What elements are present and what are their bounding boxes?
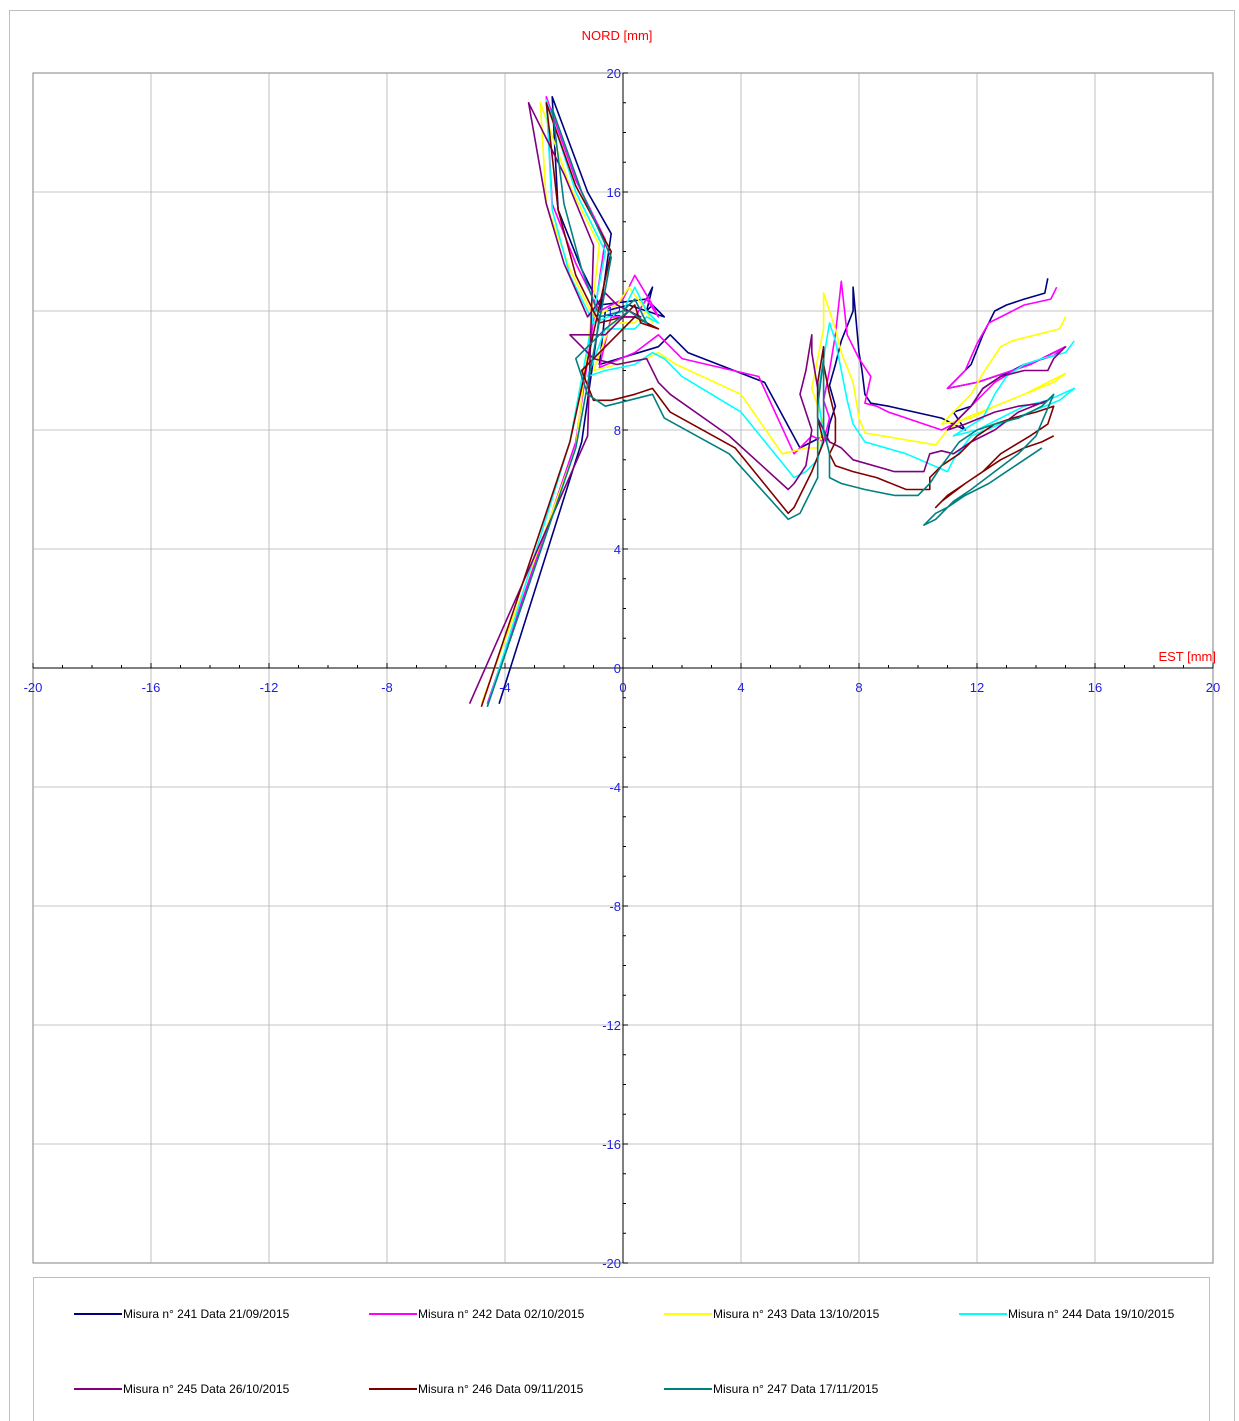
y-tick-label: 8 [614, 423, 621, 438]
y-tick-label: 0 [614, 661, 621, 676]
x-tick-label: -20 [24, 680, 43, 695]
legend-swatch [959, 1313, 1007, 1315]
x-tick-label: -8 [381, 680, 393, 695]
legend-swatch [369, 1313, 417, 1315]
legend-swatch [664, 1388, 712, 1390]
legend-swatch [74, 1388, 122, 1390]
y-tick-label: -8 [609, 899, 621, 914]
legend-label: Misura n° 247 Data 17/11/2015 [713, 1382, 879, 1396]
x-tick-label: 12 [970, 680, 984, 695]
x-tick-label: 0 [619, 680, 626, 695]
series-line-2 [486, 96, 1067, 704]
legend-item: Misura n° 247 Data 17/11/2015 [664, 1380, 878, 1398]
x-tick-label: -4 [499, 680, 511, 695]
y-tick-label: -16 [602, 1137, 621, 1152]
legend-swatch [369, 1388, 417, 1390]
y-tick-label: 4 [614, 542, 621, 557]
y-tick-label: 20 [607, 66, 621, 81]
y-tick-label: -12 [602, 1018, 621, 1033]
x-tick-label: 8 [855, 680, 862, 695]
axes [32, 72, 1214, 1264]
y-tick-label: 12 [607, 304, 621, 319]
series-line-7 [486, 107, 1055, 707]
legend-label: Misura n° 242 Data 02/10/2015 [418, 1307, 585, 1321]
legend-label: Misura n° 245 Data 26/10/2015 [123, 1382, 290, 1396]
legend-item: Misura n° 243 Data 13/10/2015 [664, 1305, 879, 1323]
legend-label: Misura n° 243 Data 13/10/2015 [713, 1307, 880, 1321]
series-line-5 [468, 102, 1067, 705]
tick-labels: -20 -16 -12 -8 -4 0 4 8 12 16 20 -20 -16 -12 -8 -4 0 4 8 12… [24, 66, 1221, 1271]
legend-item: Misura n° 245 Data 26/10/2015 [74, 1380, 289, 1398]
x-tick-label: -16 [142, 680, 161, 695]
legend: Misura n° 241 Data 21/09/2015 Misura n° 2… [33, 1277, 1210, 1421]
y-tick-label: 16 [607, 185, 621, 200]
chart-frame [9, 10, 1235, 1421]
legend-label: Misura n° 246 Data 09/11/2015 [418, 1382, 584, 1396]
legend-item: Misura n° 244 Data 19/10/2015 [959, 1305, 1174, 1323]
x-tick-label: 4 [737, 680, 744, 695]
x-axis-title: EST [mm] [1158, 649, 1216, 664]
y-tick-label: -4 [609, 780, 621, 795]
x-tick-label: 16 [1088, 680, 1102, 695]
x-tick-label: 20 [1206, 680, 1220, 695]
legend-item: Misura n° 241 Data 21/09/2015 [74, 1305, 289, 1323]
legend-item: Misura n° 242 Data 02/10/2015 [369, 1305, 584, 1323]
legend-swatch [664, 1313, 712, 1315]
y-axis-title: NORD [mm] [582, 28, 653, 43]
legend-item: Misura n° 246 Data 09/11/2015 [369, 1380, 583, 1398]
legend-label: Misura n° 244 Data 19/10/2015 [1008, 1307, 1175, 1321]
x-tick-label: -12 [260, 680, 279, 695]
series-line-6 [480, 102, 1055, 707]
y-tick-label: -20 [602, 1256, 621, 1271]
series-lines [468, 96, 1076, 707]
series-line-3 [480, 102, 1067, 704]
legend-label: Misura n° 241 Data 21/09/2015 [123, 1307, 290, 1321]
legend-swatch [74, 1313, 122, 1315]
